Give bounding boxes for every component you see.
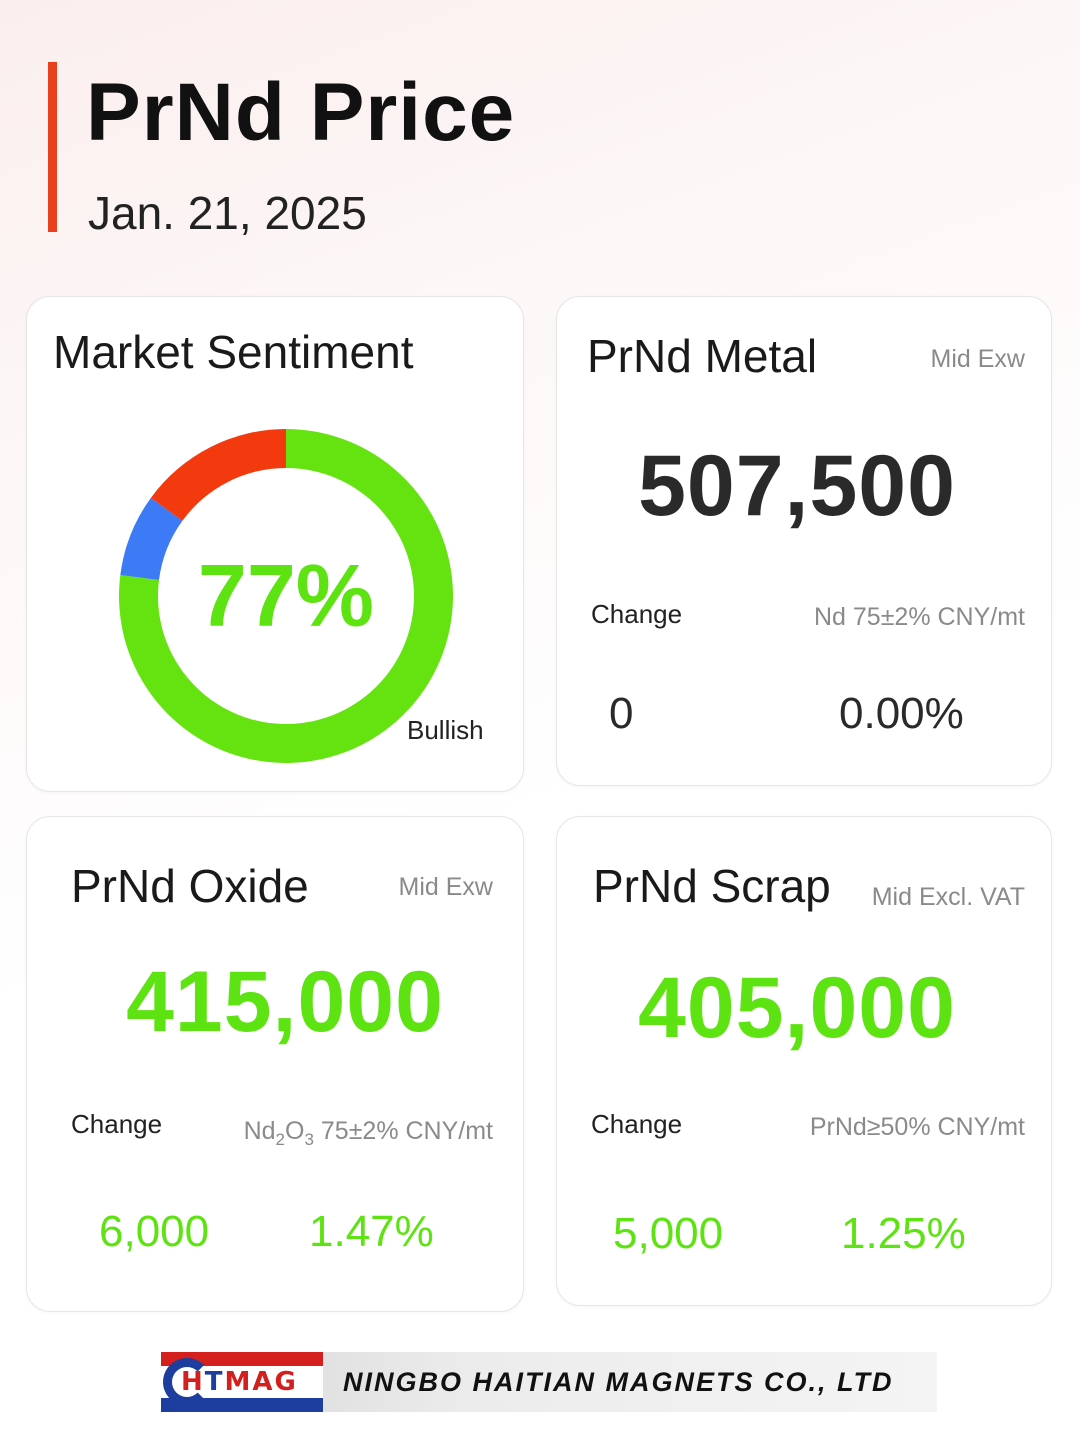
oxide-change-percent: 1.47% xyxy=(309,1207,434,1256)
oxide-title: PrNd Oxide xyxy=(71,860,309,912)
oxide-spec-o: O xyxy=(285,1117,305,1145)
company-name: NINGBO HAITIAN MAGNETS CO., LTD xyxy=(343,1367,894,1397)
logo-text: HTMAG xyxy=(181,1366,298,1398)
metal-price: 507,500 xyxy=(638,438,956,534)
scrap-change-label: Change xyxy=(591,1109,683,1139)
scrap-change-value: 5,000 xyxy=(613,1209,724,1258)
oxide-price: 415,000 xyxy=(126,954,444,1050)
logo-letter-h: H xyxy=(181,1367,205,1397)
oxide-spec: Nd2O3 75±2% CNY/mt xyxy=(244,1117,493,1150)
oxide-change-value: 6,000 xyxy=(99,1207,210,1256)
metal-change-label: Change xyxy=(591,599,683,629)
oxide-change-label: Change xyxy=(71,1109,163,1139)
prnd-scrap-card: PrNd Scrap Mid Excl. VAT 405,000 Change … xyxy=(556,816,1052,1306)
prnd-oxide-card: PrNd Oxide Mid Exw 415,000 Change Nd2O3 … xyxy=(26,816,524,1312)
scrap-price: 405,000 xyxy=(638,960,956,1056)
footer-banner: HTMAG NINGBO HAITIAN MAGNETS CO., LTD xyxy=(161,1352,937,1412)
scrap-title: PrNd Scrap xyxy=(593,860,831,912)
company-logo: HTMAG xyxy=(161,1352,323,1412)
sentiment-donut: 77% xyxy=(119,429,454,763)
prnd-metal-card: PrNd Metal Mid Exw 507,500 Change Nd 75±… xyxy=(556,296,1052,786)
logo-blue-stripe xyxy=(161,1398,323,1412)
oxide-tag: Mid Exw xyxy=(398,873,493,901)
donut-segment-neutral xyxy=(120,497,183,580)
oxide-spec-nd: Nd xyxy=(243,1117,276,1145)
header-accent-bar xyxy=(48,62,57,232)
scrap-spec: PrNd≥50% CNY/mt xyxy=(809,1113,1025,1141)
metal-spec: Nd 75±2% CNY/mt xyxy=(813,603,1025,631)
oxide-spec-sub2: 3 xyxy=(304,1130,314,1149)
scrap-tag: Mid Excl. VAT xyxy=(871,883,1025,911)
logo-letters-mag: MAG xyxy=(224,1367,298,1397)
metal-change-value: 0 xyxy=(609,689,634,738)
market-sentiment-card: Market Sentiment 77% Bullish xyxy=(26,296,524,792)
sentiment-donut-chart xyxy=(119,429,454,763)
logo-letter-t: T xyxy=(204,1367,225,1397)
scrap-change-percent: 1.25% xyxy=(841,1209,966,1258)
metal-change-percent: 0.00% xyxy=(839,689,964,738)
page-date: Jan. 21, 2025 xyxy=(88,187,367,239)
sentiment-percent: 77% xyxy=(197,546,375,645)
oxide-spec-rest: 75±2% CNY/mt xyxy=(313,1117,493,1145)
oxide-spec-sub1: 2 xyxy=(275,1130,286,1149)
metal-title: PrNd Metal xyxy=(587,330,818,382)
sentiment-title: Market Sentiment xyxy=(53,326,414,378)
metal-tag: Mid Exw xyxy=(930,345,1025,373)
sentiment-status: Bullish xyxy=(407,715,484,745)
page-title: PrNd Price xyxy=(86,67,516,158)
logo-c-mark xyxy=(163,1358,211,1406)
donut-segment-bearish xyxy=(150,429,286,521)
